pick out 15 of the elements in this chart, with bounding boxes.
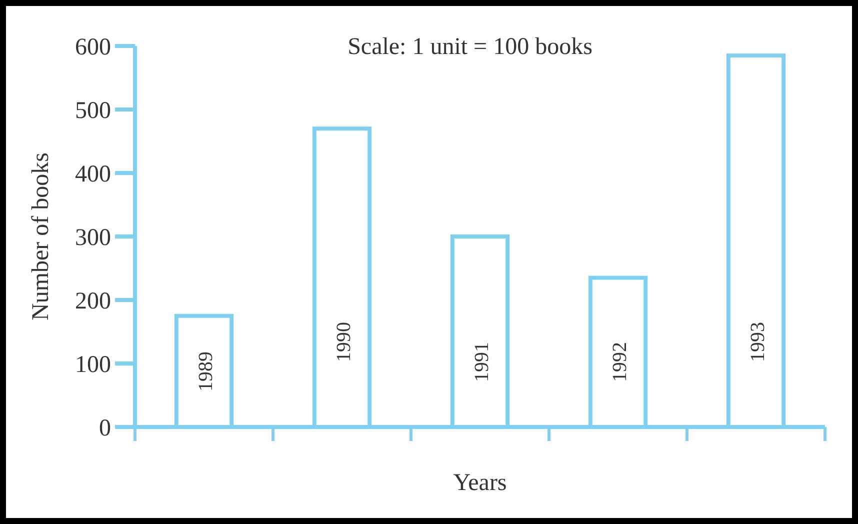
y-tick-label: 0 — [99, 415, 111, 442]
y-tick-label: 400 — [75, 161, 111, 188]
x-tick-label: 1990 — [333, 322, 355, 362]
y-tick-label: 600 — [75, 34, 111, 60]
x-tick-label: 1992 — [609, 342, 631, 382]
x-tick-label: 1991 — [471, 342, 493, 382]
x-axis-title: Years — [453, 470, 507, 496]
y-tick-label: 300 — [75, 224, 111, 251]
y-tick-label: 500 — [75, 98, 111, 124]
annotation: Scale: 1 unit = 100 books — [348, 34, 592, 60]
y-tick-label: 200 — [75, 288, 111, 314]
y-tick-label: 100 — [75, 352, 111, 378]
x-tick-label: 1993 — [747, 322, 769, 362]
y-axis-title: Number of books — [28, 152, 54, 320]
x-tick-label: 1989 — [195, 351, 217, 392]
